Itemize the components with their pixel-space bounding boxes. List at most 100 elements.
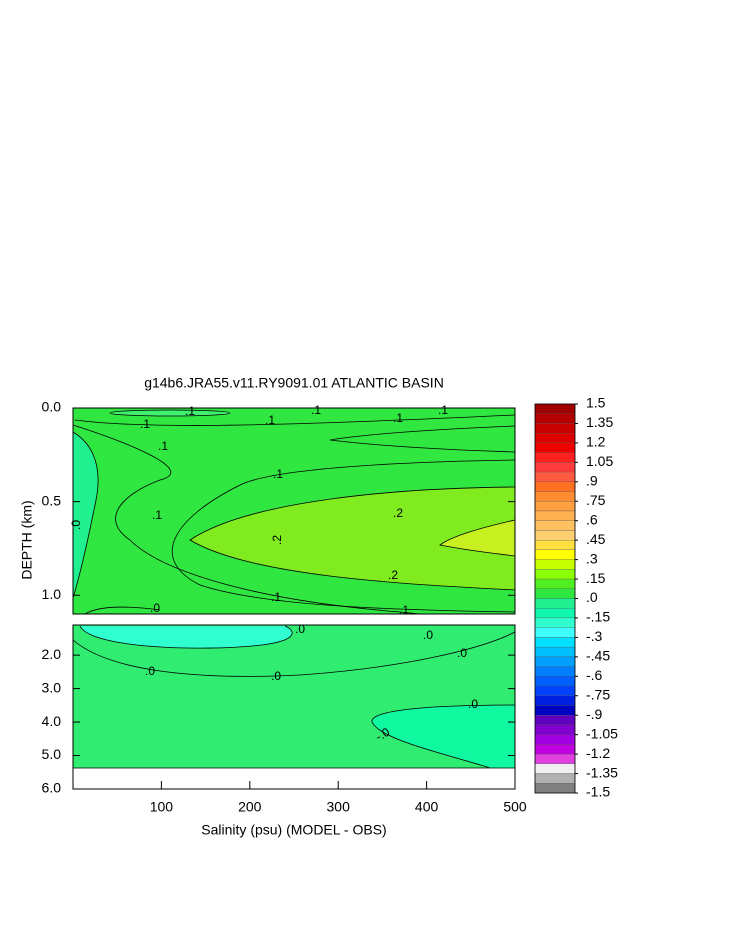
colorbar-box [534, 685, 576, 696]
colorbar-box [534, 753, 576, 764]
chart-title: g14b6.JRA55.v11.RY9091.01 ATLANTIC BASIN [144, 375, 444, 391]
y-tick-label: 4.0 [42, 713, 62, 729]
contour-label: .1 [393, 411, 403, 425]
colorbar-label: -1.35 [586, 764, 618, 780]
contour-label: -.0 [373, 725, 392, 744]
colorbar-label: -.45 [586, 648, 610, 664]
contour-label: .1 [438, 403, 448, 417]
colorbar-box [534, 433, 576, 444]
colorbar-box [534, 637, 576, 648]
x-tick-label: 500 [503, 799, 527, 815]
colorbar-box [534, 608, 576, 619]
y-axis-label: DEPTH (km) [19, 500, 35, 579]
x-tick-label: 300 [327, 799, 351, 815]
contour-labels: .1 .1 .1 .1 .1 .1 .1 .1 .1 .2 .2 .2 .1 .… [69, 403, 478, 744]
colorbar-box [534, 744, 576, 755]
y-tick-label: 1.0 [42, 586, 62, 602]
x-tick-label: 200 [238, 799, 262, 815]
contour-label: .1 [265, 413, 275, 427]
y-tick-label: 2.0 [42, 646, 62, 662]
upper-panel-fill [72, 408, 516, 615]
y-tick-label: 0.0 [42, 399, 62, 415]
colorbar-label: -.15 [586, 609, 610, 625]
colorbar-box [534, 695, 576, 706]
contour-label: .1 [399, 603, 409, 617]
y-tick-label: 6.0 [42, 780, 62, 796]
colorbar-box [534, 715, 576, 726]
x-axis-label: Salinity (psu) (MODEL - OBS) [201, 822, 386, 838]
colorbar-box [534, 646, 576, 658]
colorbar-label: -.75 [586, 686, 610, 702]
colorbar-box [534, 403, 576, 414]
panel-frame [72, 624, 516, 790]
contour-label: .0 [457, 646, 467, 660]
contour-label: .0 [423, 628, 433, 642]
colorbar-label: -.6 [586, 667, 603, 683]
colorbar-box [534, 442, 576, 453]
colorbar-label: .9 [586, 473, 598, 489]
contour-label: .1 [158, 439, 168, 453]
colorbar-label: -1.05 [586, 725, 618, 741]
colorbar-box [534, 540, 576, 551]
colorbar-box [534, 462, 576, 473]
colorbar-label: .15 [586, 570, 606, 586]
colorbar-box [534, 471, 576, 482]
contour-label: .0 [145, 664, 155, 678]
colorbar-box [534, 676, 576, 687]
colorbar-box [534, 413, 576, 424]
colorbar-box [534, 763, 576, 774]
colorbar-label: 1.35 [586, 414, 613, 430]
colorbar-box [534, 734, 576, 745]
contour-label: .0 [468, 697, 478, 711]
contour-label: .0 [271, 669, 281, 683]
colorbar-box [534, 520, 576, 531]
lower-panel-fill [72, 625, 516, 789]
colorbar-box [534, 578, 576, 589]
colorbar-box [534, 569, 576, 580]
colorbar-box [534, 656, 576, 667]
x-tick-label: 400 [415, 799, 439, 815]
colorbar-box [534, 481, 576, 492]
y-tick-label: 3.0 [42, 679, 62, 695]
contour-label: .1 [273, 467, 283, 481]
contour-label: .2 [393, 506, 403, 520]
colorbar-label: 1.2 [586, 434, 606, 450]
contour-label: .0 [295, 622, 305, 636]
colorbar-label: .45 [586, 531, 606, 547]
colorbar-box [534, 724, 576, 735]
contour-label: .1 [152, 508, 162, 522]
colorbar-label: -1.2 [586, 745, 610, 761]
colorbar-box [534, 549, 576, 560]
colorbar-label: .75 [586, 492, 606, 508]
colorbar-box [534, 783, 576, 794]
colorbar-box [534, 452, 576, 463]
contour-label: .0 [69, 520, 83, 530]
contour-label: .0 [150, 601, 160, 615]
colorbar-box [534, 588, 576, 599]
contour-label: .1 [271, 590, 281, 604]
colorbar-label: .0 [586, 589, 598, 605]
colorbar-box [534, 559, 576, 570]
contour-label: .1 [140, 417, 150, 431]
colorbar-box [534, 666, 576, 677]
colorbar-box [534, 530, 576, 541]
contour-label: .1 [311, 403, 321, 417]
x-tick-label: 100 [150, 799, 174, 815]
colorbar-label: -.3 [586, 628, 603, 644]
colorbar-box [534, 423, 576, 434]
colorbar-label: .3 [586, 550, 598, 566]
colorbar-label: 1.5 [586, 395, 606, 411]
colorbar-label: -.9 [586, 706, 603, 722]
colorbar-label: 1.05 [586, 453, 613, 469]
colorbar-box [534, 617, 576, 628]
contour-label: .2 [270, 535, 284, 545]
colorbar-box [534, 773, 576, 784]
colorbar-box [534, 598, 576, 609]
colorbar-box [534, 491, 576, 502]
colorbar-box [534, 627, 576, 638]
contour-label: .1 [185, 404, 195, 418]
panel-frame [72, 407, 516, 615]
contour-label: .2 [388, 568, 398, 582]
colorbar-label: -1.5 [586, 784, 610, 800]
